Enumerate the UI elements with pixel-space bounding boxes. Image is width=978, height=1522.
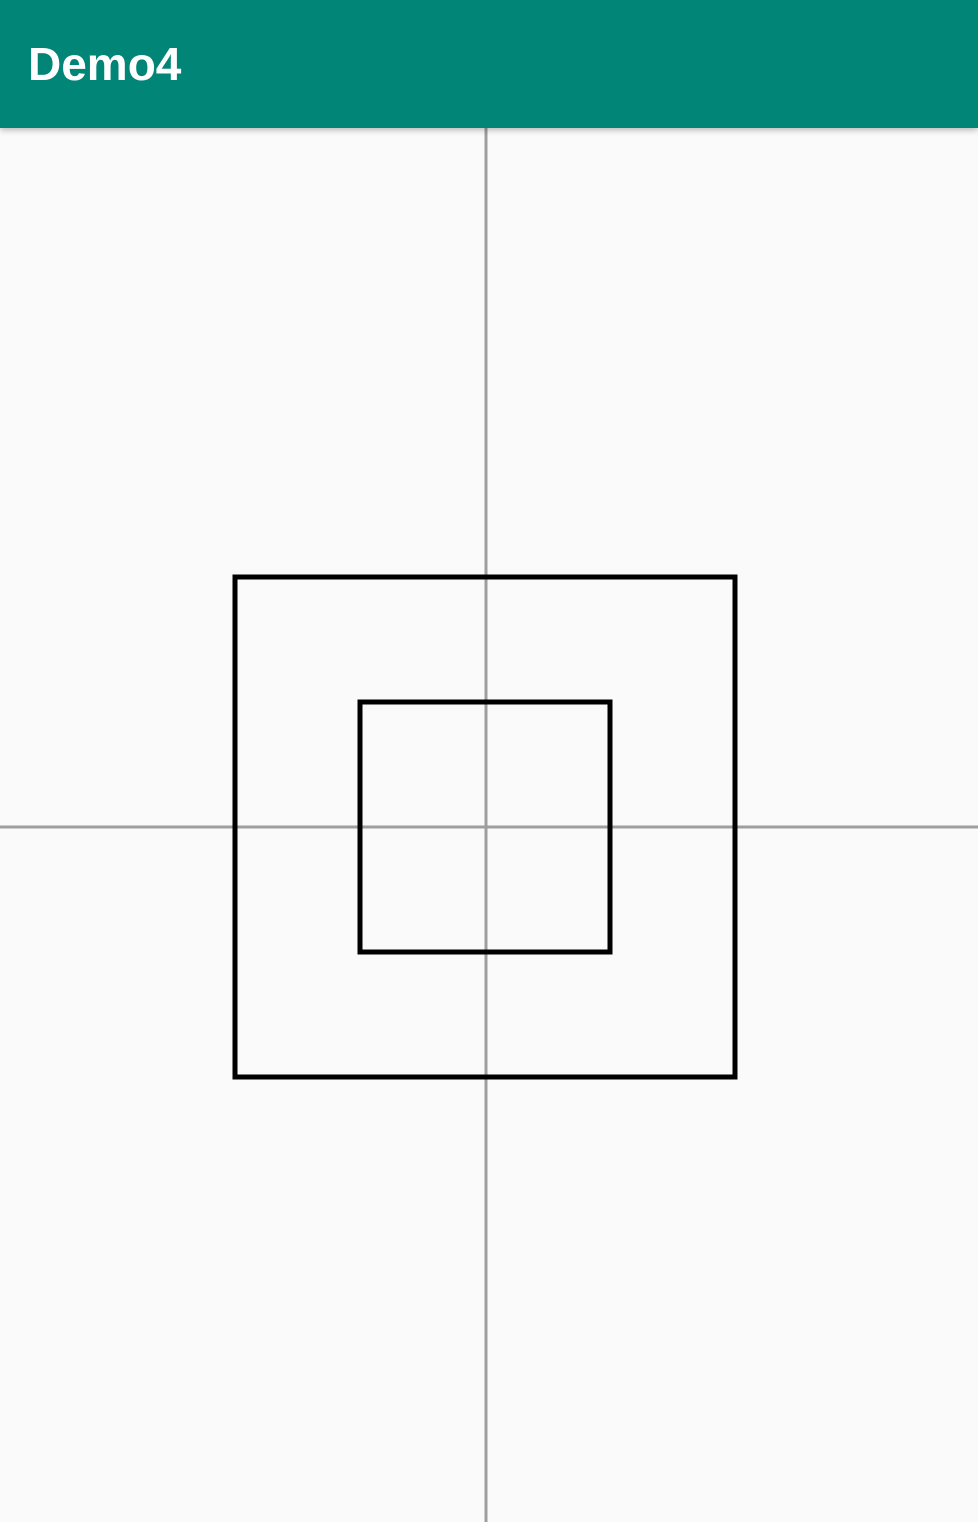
app-title: Demo4 — [28, 38, 182, 90]
drawing-surface — [0, 128, 978, 1522]
inner-square — [357, 699, 613, 955]
drawing-canvas — [0, 128, 978, 1522]
app-bar: Demo4 — [0, 0, 978, 128]
outer-square — [232, 574, 738, 1080]
